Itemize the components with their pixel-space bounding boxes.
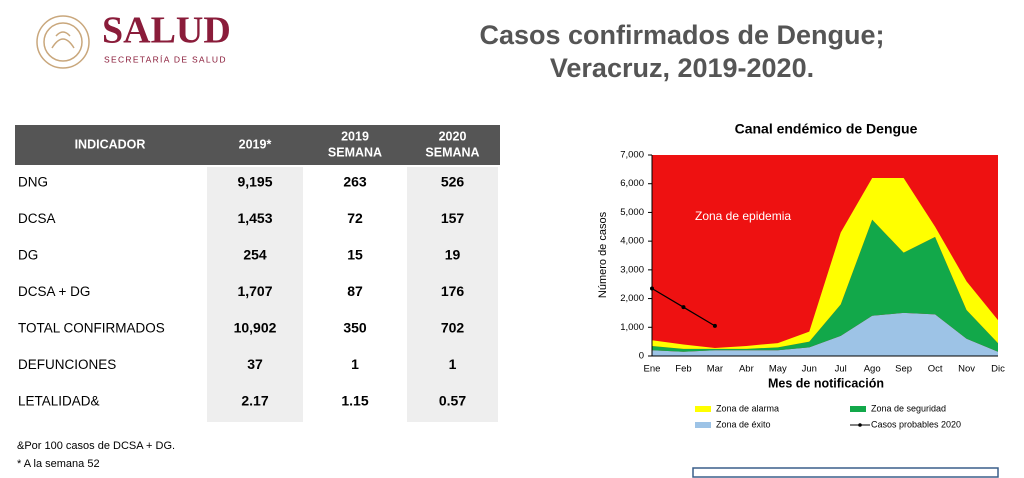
- column-header: 2020: [439, 129, 467, 143]
- y-tick-label: 2,000: [620, 293, 644, 304]
- legend-label: Casos probables 2020: [871, 419, 961, 429]
- table-value: 1: [351, 356, 359, 372]
- y-tick-label: 3,000: [620, 264, 644, 275]
- column-shade: [207, 167, 303, 422]
- legend-swatch: [695, 406, 711, 412]
- table-label: LETALIDAD&: [18, 394, 100, 409]
- y-axis-title: Número de casos: [597, 211, 609, 298]
- table-value: 0.57: [439, 393, 466, 409]
- table-value: 263: [343, 174, 367, 190]
- line-point: [681, 305, 686, 310]
- page-title: Casos confirmados de Dengue;: [479, 20, 884, 50]
- legend-label: Zona de éxito: [716, 419, 771, 429]
- x-tick-label: Feb: [675, 364, 691, 375]
- x-tick-label: Sep: [895, 364, 912, 375]
- x-tick-label: Abr: [739, 364, 754, 375]
- table-label: DEFUNCIONES: [18, 357, 116, 372]
- y-tick-label: 7,000: [620, 150, 644, 161]
- x-tick-label: Jul: [835, 364, 847, 375]
- table-label: DCSA: [18, 211, 56, 226]
- page-title: Veracruz, 2019-2020.: [550, 53, 814, 83]
- legend-swatch: [858, 423, 862, 427]
- table-header: [15, 125, 500, 165]
- table-value: 1,707: [237, 283, 272, 299]
- footnote: &Por 100 casos de DCSA + DG.: [17, 440, 175, 452]
- table-label: TOTAL CONFIRMADOS: [18, 321, 165, 336]
- table-value: 87: [347, 283, 363, 299]
- table-value: 1: [449, 356, 457, 372]
- x-tick-label: Ago: [864, 364, 881, 375]
- column-header: SEMANA: [425, 145, 479, 159]
- table-value: 176: [441, 283, 465, 299]
- legend-swatch: [695, 422, 711, 428]
- column-shade: [407, 167, 498, 422]
- x-tick-label: Jun: [802, 364, 817, 375]
- sub-brand: SECRETARÍA DE SALUD: [104, 54, 227, 64]
- legend-swatch: [850, 406, 866, 412]
- table-label: DG: [18, 248, 38, 263]
- x-tick-label: Mar: [707, 364, 723, 375]
- table-value: 526: [441, 174, 465, 190]
- brand: SALUD: [102, 10, 231, 52]
- area: [652, 177, 998, 349]
- table-value: 9,195: [237, 174, 272, 190]
- area: [652, 312, 998, 356]
- table-value: 254: [243, 247, 267, 263]
- y-tick-label: 1,000: [620, 322, 644, 333]
- x-tick-label: Oct: [928, 364, 943, 375]
- line-point: [712, 323, 717, 328]
- x-tick-label: Nov: [958, 364, 975, 375]
- chart-title: Canal endémico de Dengue: [735, 121, 918, 137]
- column-header: 2019: [341, 129, 369, 143]
- x-axis-title: Mes de notificación: [768, 376, 884, 390]
- table-value: 2.17: [241, 393, 268, 409]
- x-tick-label: Ene: [644, 364, 661, 375]
- table-value: 157: [441, 210, 465, 226]
- x-tick-label: Dic: [991, 364, 1005, 375]
- table-value: 350: [343, 320, 367, 336]
- footnote: * A la semana 52: [17, 458, 100, 470]
- legend-label: Zona de alarma: [716, 403, 779, 413]
- legend-label: Zona de seguridad: [871, 403, 946, 413]
- annotation: Zona de epidemia: [695, 209, 791, 223]
- table-value: 10,902: [234, 320, 277, 336]
- y-tick-label: 4,000: [620, 236, 644, 247]
- line-point: [650, 286, 654, 291]
- table-value: 1,453: [237, 210, 272, 226]
- logo-emblem: [36, 15, 90, 69]
- table-label: DNG: [18, 175, 48, 190]
- table-value: 37: [247, 356, 263, 372]
- table-value: 15: [347, 247, 363, 263]
- table-value: 702: [441, 320, 465, 336]
- column-header: SEMANA: [328, 145, 382, 159]
- column-header: INDICADOR: [75, 137, 146, 151]
- y-tick-label: 6,000: [620, 178, 644, 189]
- table-value: 19: [445, 247, 461, 263]
- table-value: 1.15: [341, 393, 368, 409]
- table-label: DCSA + DG: [18, 284, 90, 299]
- column-header: 2019*: [239, 137, 272, 151]
- y-tick-label: 0: [639, 351, 644, 362]
- table-value: 72: [347, 210, 363, 226]
- x-tick-label: May: [769, 364, 787, 375]
- next-panel: [692, 467, 999, 478]
- y-tick-label: 5,000: [620, 207, 644, 218]
- area: [652, 219, 998, 352]
